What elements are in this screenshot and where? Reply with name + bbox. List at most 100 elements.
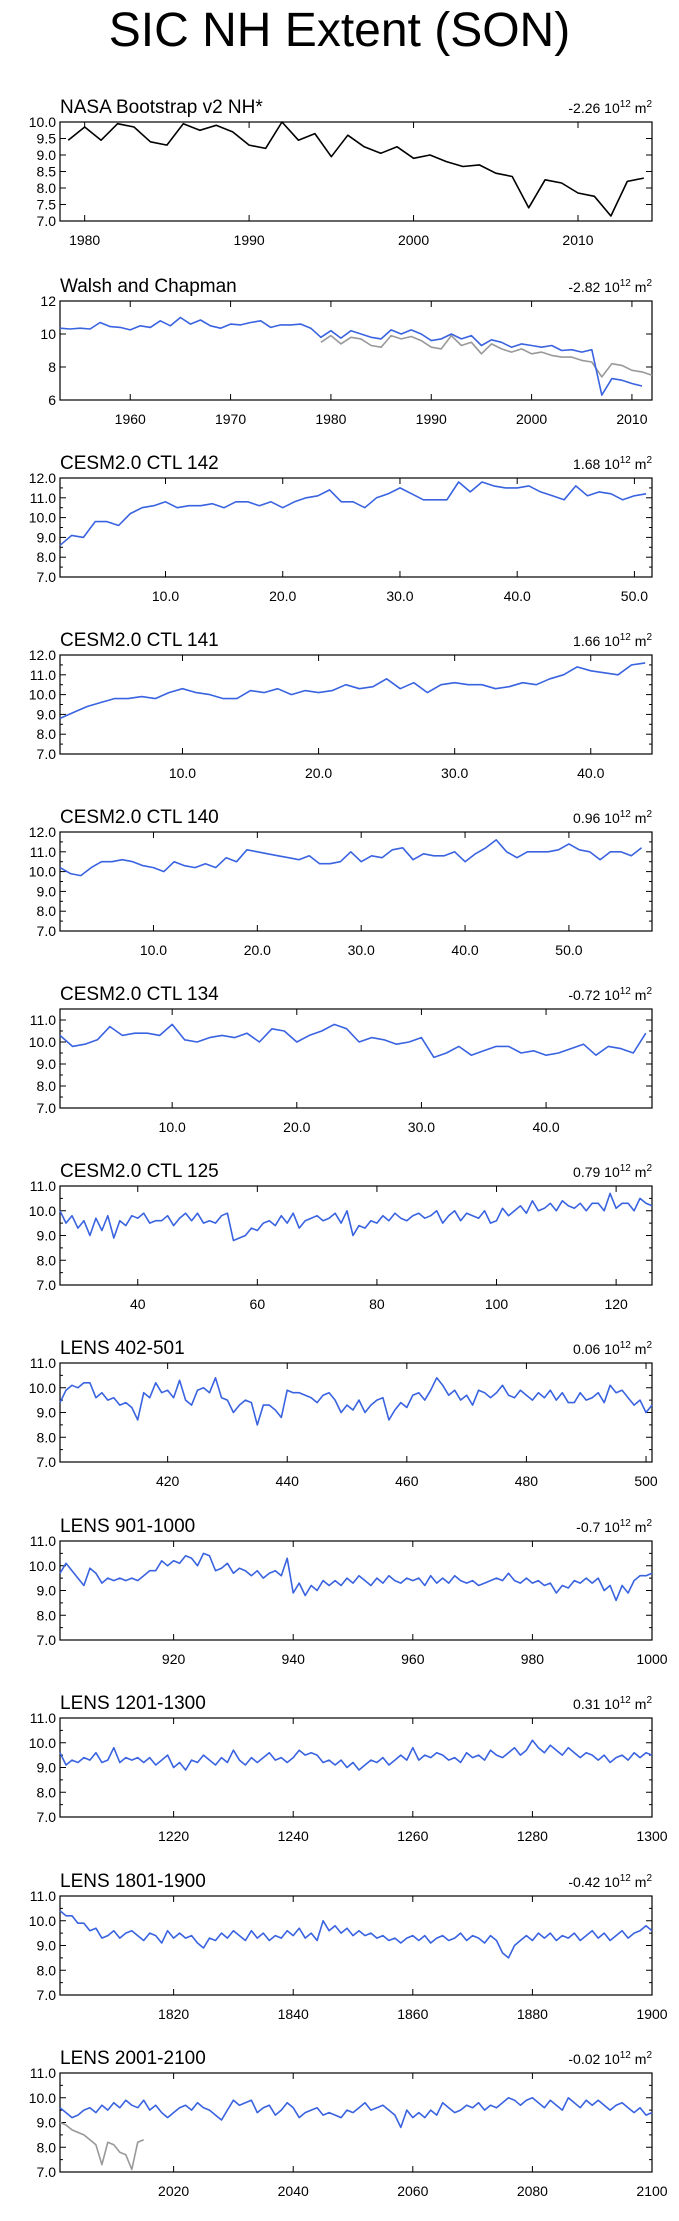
- x-tick-label: 420: [156, 1473, 180, 1489]
- main-title: SIC NH Extent (SON): [108, 4, 571, 57]
- y-tick-label: 9.0: [37, 1405, 57, 1421]
- y-tick-label: 7.0: [37, 923, 57, 939]
- x-tick-label: 20.0: [305, 765, 332, 781]
- series-line-1: [59, 662, 646, 720]
- y-tick-label: 8.0: [37, 2139, 57, 2155]
- x-tick-label: 2010: [562, 232, 593, 248]
- y-tick-label: 10.0: [29, 1913, 56, 1929]
- y-tick-label: 9.0: [37, 529, 57, 545]
- x-tick-label: 460: [395, 1473, 419, 1489]
- x-tick-label: 10.0: [152, 588, 179, 604]
- y-tick-label: 7.0: [37, 1454, 57, 1470]
- x-tick-label: 980: [521, 1651, 545, 1667]
- y-tick-label: 11.0: [30, 1355, 56, 1371]
- chart-title: CESM2.0 CTL 140: [60, 807, 219, 828]
- y-tick-label: 9.0: [37, 147, 57, 163]
- x-tick-label: 1980: [315, 411, 346, 427]
- x-tick-label: 1220: [158, 1828, 189, 1844]
- y-tick-label: 10.0: [29, 510, 56, 526]
- x-tick-label: 40: [130, 1296, 146, 1312]
- chart-panel-1: NASA Bootstrap v2 NH* -2.26 1012 m2 7.07.5…: [29, 97, 653, 248]
- x-tick-label: 120: [604, 1296, 628, 1312]
- y-tick-label: 7.0: [37, 1632, 57, 1648]
- series-line-1: [59, 481, 647, 546]
- y-tick-label: 8.0: [37, 1252, 57, 1268]
- y-tick-label: 10.0: [29, 2090, 56, 2106]
- x-tick-label: 2060: [397, 2183, 428, 2199]
- plot-frame: [59, 1895, 653, 1996]
- y-tick-label: 8.0: [37, 726, 57, 742]
- chart-title: CESM2.0 CTL 134: [60, 984, 219, 1005]
- trend-label: 0.79 1012 m2: [573, 1163, 652, 1180]
- plot-frame: [59, 1008, 653, 1109]
- x-tick-label: 20.0: [244, 942, 271, 958]
- y-tick-label: 7.0: [37, 1809, 57, 1825]
- chart-title: LENS 901-1000: [60, 1516, 195, 1537]
- y-tick-label: 11.0: [30, 1710, 56, 1726]
- y-tick-label: 10.0: [29, 1203, 56, 1219]
- y-tick-label: 12.0: [29, 647, 56, 663]
- y-tick-label: 12: [40, 293, 56, 309]
- y-tick-label: 11.0: [30, 667, 56, 683]
- x-tick-label: 440: [276, 1473, 300, 1489]
- y-tick-label: 10.0: [29, 114, 56, 130]
- x-tick-label: 960: [401, 1651, 425, 1667]
- y-tick-label: 10.0: [29, 1558, 56, 1574]
- trend-label: -2.82 1012 m2: [568, 278, 652, 295]
- y-tick-label: 7.0: [37, 1987, 57, 2003]
- y-tick-label: 6: [48, 392, 56, 408]
- y-tick-label: 10.0: [29, 864, 56, 880]
- chart-panel-2: Walsh and Chapman -2.82 1012 m2 6 8 10 12 1960…: [40, 276, 653, 427]
- x-tick-label: 2040: [278, 2183, 309, 2199]
- y-tick-label: 9.5: [37, 131, 57, 147]
- x-tick-label: 30.0: [386, 588, 413, 604]
- series-line-1: [59, 2121, 145, 2171]
- y-tick-label: 10: [40, 326, 56, 342]
- x-tick-label: 1990: [416, 411, 447, 427]
- trend-label: 0.96 1012 m2: [573, 809, 652, 826]
- x-tick-label: 30.0: [441, 765, 468, 781]
- plot-frame: [59, 1362, 653, 1463]
- x-tick-label: 2010: [616, 411, 647, 427]
- chart-panel-4: CESM2.0 CTL 141 1.66 1012 m2 7.0 8.0 9.0 10.0…: [29, 630, 653, 781]
- y-tick-label: 7.5: [37, 197, 57, 213]
- y-tick-label: 9.0: [37, 1760, 57, 1776]
- y-tick-label: 8.5: [37, 164, 57, 180]
- trend-label: -0.72 1012 m2: [568, 986, 652, 1003]
- trend-label: -0.42 1012 m2: [568, 1873, 652, 1890]
- y-tick-label: 9.0: [37, 706, 57, 722]
- chart-title: LENS 402-501: [60, 1338, 185, 1359]
- chart-panel-8: LENS 402-501 0.06 1012 m2 7.0 8.0 9.0 10.0 11.…: [29, 1338, 658, 1489]
- plot-frame: [59, 654, 653, 755]
- y-tick-label: 9.0: [37, 1583, 57, 1599]
- trend-label: 0.31 1012 m2: [573, 1695, 652, 1712]
- series-line-1: [59, 1192, 653, 1242]
- y-tick-label: 11.0: [30, 1888, 56, 1904]
- x-tick-label: 480: [515, 1473, 539, 1489]
- series-line-1: [59, 839, 643, 877]
- chart-title: CESM2.0 CTL 125: [60, 1161, 219, 1182]
- x-tick-label: 2020: [158, 2183, 189, 2199]
- x-tick-label: 920: [162, 1651, 186, 1667]
- x-tick-label: 1300: [636, 1828, 667, 1844]
- x-tick-label: 1880: [517, 2006, 548, 2022]
- chart-title: CESM2.0 CTL 141: [60, 630, 219, 651]
- series-line-2: [59, 2097, 653, 2129]
- x-tick-label: 10.0: [140, 942, 167, 958]
- series-line-1: [59, 1023, 647, 1059]
- y-tick-label: 8: [48, 359, 56, 375]
- y-tick-label: 9.0: [37, 2115, 57, 2131]
- x-tick-label: 940: [282, 1651, 306, 1667]
- y-tick-label: 8.0: [37, 903, 57, 919]
- chart-title: LENS 2001-2100: [60, 2048, 206, 2069]
- x-tick-label: 60: [250, 1296, 266, 1312]
- y-tick-label: 7.0: [37, 2164, 57, 2180]
- plot-frame: [59, 121, 653, 222]
- trend-label: -2.26 1012 m2: [568, 99, 652, 116]
- x-tick-label: 100: [485, 1296, 509, 1312]
- x-tick-label: 20.0: [283, 1119, 310, 1135]
- chart-title: LENS 1801-1900: [60, 1871, 206, 1892]
- trend-label: -0.02 1012 m2: [568, 2050, 652, 2067]
- x-tick-label: 40.0: [577, 765, 604, 781]
